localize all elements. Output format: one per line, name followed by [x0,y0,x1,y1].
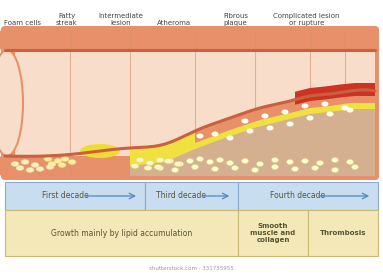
Ellipse shape [306,115,314,120]
Text: Foam cells: Foam cells [5,20,41,26]
Text: Atheroma: Atheroma [157,20,192,26]
Ellipse shape [252,167,259,172]
Ellipse shape [0,50,23,156]
Ellipse shape [26,167,34,172]
Bar [15,50,375,156]
Ellipse shape [0,30,27,50]
Ellipse shape [167,158,173,164]
Ellipse shape [136,157,144,162]
Ellipse shape [31,162,39,167]
Bar [5,210,238,256]
Text: Fibrous
plaque: Fibrous plaque [223,13,248,26]
Ellipse shape [146,160,154,165]
Ellipse shape [321,102,329,106]
Ellipse shape [231,165,239,171]
Ellipse shape [131,164,139,169]
Polygon shape [130,91,375,176]
Ellipse shape [291,167,298,171]
Ellipse shape [68,160,76,165]
Ellipse shape [0,156,27,176]
FancyBboxPatch shape [1,26,379,180]
Ellipse shape [347,108,354,113]
Polygon shape [130,91,375,166]
Ellipse shape [21,160,29,165]
Ellipse shape [352,165,358,169]
Text: Thrombosis: Thrombosis [320,230,366,236]
Ellipse shape [172,167,178,172]
Bar [238,210,308,256]
Ellipse shape [247,129,254,134]
Ellipse shape [311,165,319,171]
Polygon shape [295,83,375,105]
Bar [5,182,145,210]
Ellipse shape [156,157,164,162]
Ellipse shape [272,157,278,162]
Bar [308,210,378,256]
Ellipse shape [16,165,24,171]
Text: Growth mainly by lipid accumulation: Growth mainly by lipid accumulation [51,228,192,237]
Ellipse shape [80,144,120,158]
Ellipse shape [332,157,339,162]
Ellipse shape [286,122,293,127]
Ellipse shape [226,136,234,141]
Ellipse shape [316,160,324,165]
Ellipse shape [157,165,164,171]
Ellipse shape [196,157,203,162]
Ellipse shape [282,109,288,115]
Ellipse shape [187,158,193,164]
Ellipse shape [242,158,249,164]
Ellipse shape [192,165,198,169]
Ellipse shape [54,158,62,164]
Text: Complicated lesion
or rupture: Complicated lesion or rupture [273,13,340,26]
Ellipse shape [46,165,54,169]
Ellipse shape [301,158,308,164]
Text: Third decade: Third decade [157,192,206,200]
Ellipse shape [58,162,66,167]
Ellipse shape [286,160,293,165]
Ellipse shape [216,157,224,162]
Ellipse shape [177,162,183,167]
Text: shutterstock.com · 331735955: shutterstock.com · 331735955 [149,265,234,270]
Ellipse shape [262,113,268,118]
Ellipse shape [154,165,162,169]
Text: Fatty
streak: Fatty streak [56,13,78,26]
Ellipse shape [332,167,339,172]
Ellipse shape [257,162,264,167]
Ellipse shape [36,167,44,171]
Bar [238,182,378,210]
Ellipse shape [211,167,218,171]
Ellipse shape [211,132,218,137]
Ellipse shape [347,160,354,165]
Ellipse shape [267,125,273,130]
Ellipse shape [272,165,278,169]
Ellipse shape [144,165,152,171]
Text: First decade: First decade [42,192,88,200]
Ellipse shape [326,111,334,116]
Text: Smooth
muscle and
collagen: Smooth muscle and collagen [250,223,296,243]
Ellipse shape [206,160,213,165]
Ellipse shape [44,157,52,162]
Ellipse shape [301,104,308,109]
Ellipse shape [61,157,69,162]
Bar [145,182,238,210]
Text: Intermediate
lesion: Intermediate lesion [98,13,143,26]
Ellipse shape [174,162,182,167]
Polygon shape [195,91,375,143]
Ellipse shape [196,134,203,139]
Ellipse shape [48,162,56,167]
Text: Fourth decade: Fourth decade [270,192,326,200]
Ellipse shape [164,158,172,164]
Ellipse shape [11,162,19,167]
Ellipse shape [226,160,234,165]
Ellipse shape [242,118,249,123]
Ellipse shape [342,106,349,111]
